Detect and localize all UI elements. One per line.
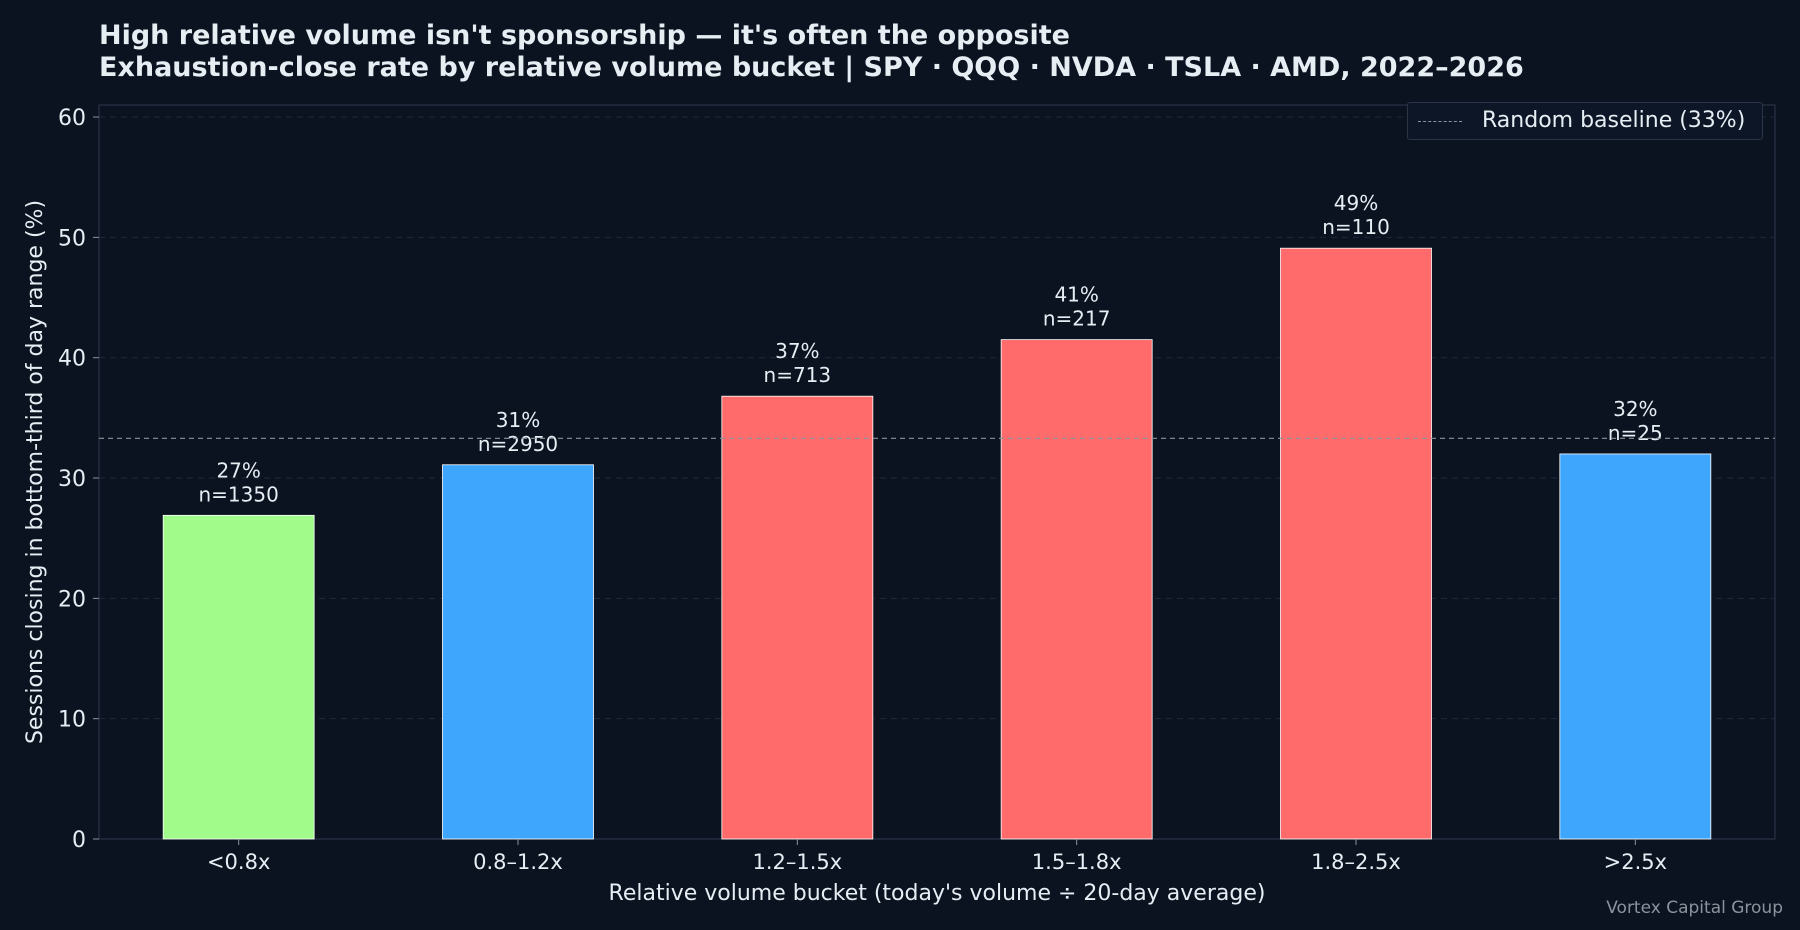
bar bbox=[721, 395, 874, 840]
plot-frame bbox=[98, 104, 1776, 840]
x-tick-label: >2.5x bbox=[1604, 850, 1667, 874]
bar bbox=[442, 464, 594, 840]
x-tick-label: 0.8–1.2x bbox=[473, 850, 563, 874]
y-tick-label: 40 bbox=[58, 347, 86, 372]
y-tick-label: 50 bbox=[58, 226, 86, 251]
data-label-value: 41% bbox=[1054, 283, 1098, 307]
legend-baseline-swatch bbox=[1418, 121, 1462, 122]
data-label-n: n=110 bbox=[1322, 215, 1390, 239]
y-tick-label: 20 bbox=[58, 587, 86, 612]
chart-title: High relative volume isn't sponsorship —… bbox=[99, 20, 1070, 51]
y-tick-label: 30 bbox=[58, 467, 86, 492]
y-tick-label: 60 bbox=[58, 106, 86, 131]
data-label-value: 37% bbox=[775, 339, 819, 363]
bar bbox=[1280, 247, 1432, 840]
credit-text: Vortex Capital Group bbox=[1606, 898, 1783, 918]
x-tick-label: 1.8–2.5x bbox=[1311, 850, 1401, 874]
data-label-n: n=2950 bbox=[478, 432, 558, 456]
data-label-value: 49% bbox=[1334, 191, 1378, 215]
data-label-n: n=1350 bbox=[198, 482, 278, 506]
data-label-value: 32% bbox=[1613, 397, 1657, 421]
bar bbox=[1000, 339, 1153, 840]
y-axis-label: Sessions closing in bottom-third of day … bbox=[23, 200, 48, 744]
chart-subtitle: Exhaustion-close rate by relative volume… bbox=[99, 52, 1524, 83]
legend-baseline-label: Random baseline (33%) bbox=[1482, 108, 1746, 133]
x-axis-label: Relative volume bucket (today's volume ÷… bbox=[609, 881, 1266, 906]
data-label-n: n=713 bbox=[764, 363, 832, 387]
data-label-n: n=25 bbox=[1608, 421, 1663, 445]
legend: Random baseline (33%) bbox=[1407, 102, 1763, 140]
x-tick-label: 1.5–1.8x bbox=[1032, 850, 1122, 874]
bar bbox=[1559, 453, 1712, 840]
data-label-value: 27% bbox=[216, 458, 260, 482]
x-tick-label: 1.2–1.5x bbox=[752, 850, 842, 874]
bar bbox=[162, 514, 315, 840]
y-tick-label: 0 bbox=[72, 828, 86, 853]
y-tick-label: 10 bbox=[58, 708, 86, 733]
data-label-value: 31% bbox=[496, 408, 540, 432]
x-tick-label: <0.8x bbox=[207, 850, 270, 874]
data-label-n: n=217 bbox=[1043, 307, 1111, 331]
